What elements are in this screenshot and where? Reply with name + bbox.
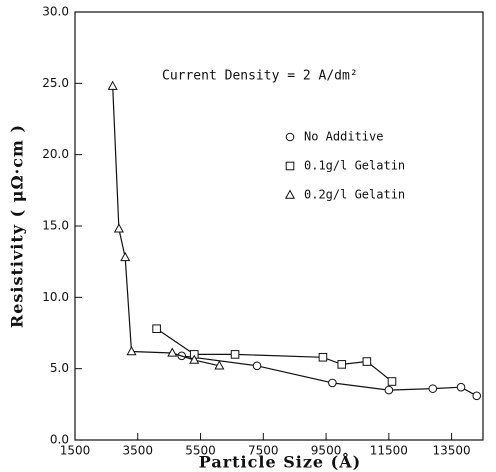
point — [252, 361, 262, 371]
y-axis-label: Resistivity ( μΩ·cm ) — [8, 124, 27, 328]
point — [456, 382, 466, 392]
point — [152, 324, 161, 334]
point — [189, 354, 200, 364]
point — [113, 223, 124, 233]
point — [107, 80, 118, 90]
x-tick-label: 7500 — [248, 444, 279, 458]
y-tick-label: 25.0 — [42, 76, 69, 90]
y-tick-label: 20.0 — [42, 147, 69, 161]
x-tick-label: 5500 — [185, 444, 216, 458]
point — [328, 378, 337, 388]
legend-label: 0.2g/l Gelatin — [304, 188, 405, 202]
point — [387, 377, 397, 386]
y-tick-label: 5.0 — [50, 361, 69, 375]
point — [337, 360, 347, 369]
legend-label: No Additive — [304, 130, 383, 144]
point — [120, 251, 131, 262]
legend-marker — [284, 189, 296, 199]
y-tick-label: 10.0 — [42, 290, 69, 304]
y-tick-label: 30.0 — [42, 5, 69, 19]
x-tick-label: 1500 — [60, 444, 91, 458]
point — [428, 384, 438, 393]
point — [472, 391, 482, 401]
point — [167, 347, 178, 357]
legend-marker — [285, 161, 295, 171]
y-tick-label: 0.0 — [50, 433, 69, 447]
x-tick-label: 9500 — [311, 444, 342, 458]
series-line — [112, 86, 220, 367]
point — [318, 352, 328, 362]
x-tick-label: 3500 — [122, 444, 153, 458]
y-tick-label: 15.0 — [42, 219, 69, 233]
point — [384, 385, 394, 395]
annotation: Current Density = 2 A/dm² — [162, 69, 358, 84]
point — [230, 350, 240, 359]
legend-label: 0.1g/l Gelatin — [304, 159, 405, 173]
point — [126, 346, 137, 356]
point — [214, 360, 225, 370]
x-axis-label: Particle Size (Å) — [199, 451, 361, 472]
legend-marker — [285, 132, 295, 142]
x-tick-label: 11500 — [370, 444, 408, 458]
point — [362, 357, 372, 366]
x-tick-label: 13500 — [433, 444, 471, 458]
